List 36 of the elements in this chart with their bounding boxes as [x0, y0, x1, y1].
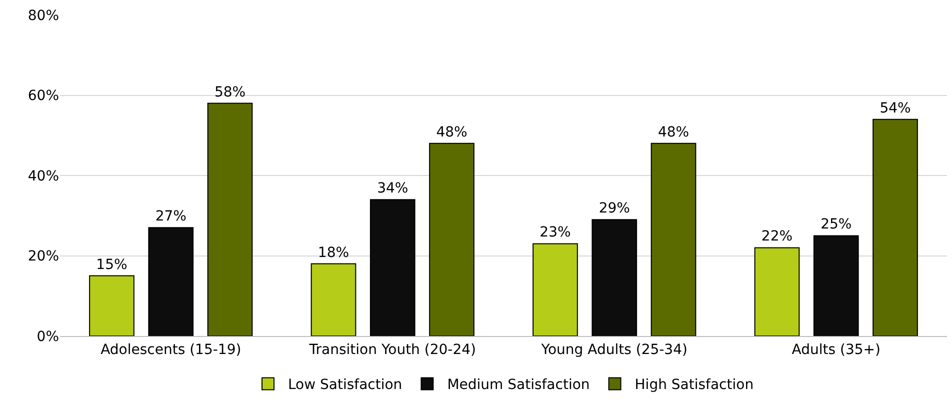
bar — [813, 235, 859, 336]
data-label: 34% — [377, 180, 408, 197]
data-label: 48% — [658, 124, 690, 140]
legend-label: Medium Satisfaction — [447, 377, 590, 394]
bar — [872, 118, 918, 336]
data-label: 25% — [820, 216, 852, 233]
bar — [650, 142, 696, 336]
data-label: 27% — [155, 208, 186, 225]
bar — [532, 243, 578, 336]
data-label: 29% — [598, 200, 630, 217]
x-tick-label: Adults (35+) — [792, 342, 880, 358]
data-label: 58% — [214, 84, 246, 100]
y-tick-label: 80% — [28, 8, 59, 24]
bar — [310, 263, 356, 336]
y-tick-label: 0% — [36, 328, 59, 345]
bar — [754, 247, 800, 336]
bar — [89, 275, 134, 336]
bar — [429, 142, 474, 336]
data-label: 54% — [880, 100, 911, 116]
data-label: 22% — [761, 228, 793, 245]
y-tick-label: 60% — [28, 88, 59, 104]
bar — [207, 102, 253, 336]
data-label: 23% — [540, 224, 571, 241]
x-tick-label: Transition Youth (20-24) — [308, 342, 476, 358]
data-label: 18% — [318, 244, 350, 261]
data-label: 15% — [96, 256, 128, 273]
bar — [370, 199, 416, 336]
legend-label: High Satisfaction — [634, 377, 754, 394]
x-tick-label: Young Adults (25-34) — [540, 342, 688, 358]
data-label: 48% — [436, 124, 468, 140]
bar — [148, 227, 194, 336]
y-tick-label: 40% — [28, 168, 59, 184]
x-tick-label: Adolescents (15-19) — [100, 342, 242, 358]
legend-label: Low Satisfaction — [288, 377, 402, 394]
y-tick-label: 20% — [28, 248, 59, 265]
bar — [592, 219, 638, 336]
